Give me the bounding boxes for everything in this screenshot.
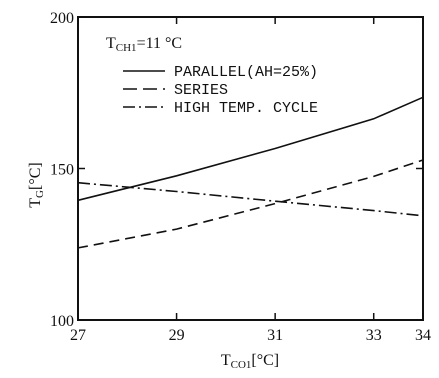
y-axis-label: TG[°C] (27, 162, 46, 207)
x-tick-label: 34 (415, 327, 431, 344)
series-line-2 (77, 181, 424, 217)
condition-sub: CH1 (116, 42, 137, 54)
condition-value: =11 °C (137, 35, 183, 52)
legend-label-0: PARALLEL(AH=25%) (174, 64, 318, 81)
series-line-0 (77, 96, 424, 202)
y-tick-label: 200 (50, 10, 74, 27)
y-axis-label-main: T (27, 198, 44, 208)
condition-main: T (106, 35, 116, 52)
plot-frame (77, 16, 424, 321)
x-axis-label: TCO1[°C] (221, 352, 279, 371)
x-axis-label-unit: [°C] (251, 352, 279, 369)
legend-label-2: HIGH TEMP. CYCLE (174, 100, 318, 117)
x-axis-label-sub: CO1 (231, 359, 252, 371)
x-tick-label: 27 (70, 327, 86, 344)
legend-label-1: SERIES (174, 82, 228, 99)
series-line-1 (77, 159, 424, 249)
x-tick-label: 29 (169, 327, 185, 344)
x-tick-label: 33 (366, 327, 382, 344)
condition-label: TCH1=11 °C (106, 35, 182, 54)
y-tick-label: 100 (50, 313, 74, 330)
y-axis-label-sub: G (34, 190, 46, 198)
x-axis-label-main: T (221, 352, 231, 369)
y-tick-label: 150 (50, 162, 74, 179)
y-axis-label-unit: [°C] (27, 162, 44, 190)
x-tick-label: 31 (267, 327, 283, 344)
